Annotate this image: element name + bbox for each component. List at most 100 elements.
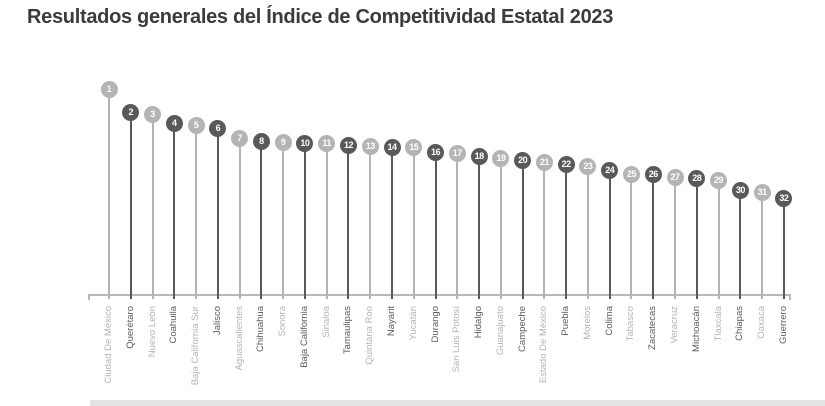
state-label: Oaxaca [756,306,768,339]
rank-marker: 27 [666,168,684,186]
rank-marker: 8 [252,132,270,150]
stem-line [260,141,263,299]
state-label: Puebla [560,306,572,336]
rank-marker: 20 [514,151,532,169]
stem-line [499,158,502,299]
state-label: Coahuila [168,306,180,344]
rank-marker: 28 [688,169,706,187]
stem-line [325,143,328,299]
stem-line [543,162,546,299]
state-label: Sonora [277,306,289,337]
rank-marker: 19 [492,149,510,167]
rank-marker: 9 [274,133,292,151]
state-label: Guerrero [777,306,789,345]
stem-line [195,125,198,299]
rank-marker: 32 [775,189,793,207]
rank-marker: 18 [470,147,488,165]
rank-marker: 31 [753,183,771,201]
state-label: Chiapas [734,306,746,341]
state-label: Quintana Roo [364,306,376,365]
stem-line [173,123,176,299]
state-label: Sinaloa [320,306,332,338]
stem-line [717,180,720,299]
state-label: Baja California Sur [190,306,202,386]
state-label: Veracruz [669,306,681,344]
state-label: Jalisco [211,306,223,336]
stem-line [782,198,785,299]
rank-marker: 29 [710,171,728,189]
state-label: Chihuahua [255,306,267,352]
stem-line [129,112,132,299]
rank-marker: 3 [144,105,162,123]
rank-marker: 13 [361,137,379,155]
rank-marker: 5 [187,116,205,134]
stem-line [282,142,285,299]
state-label: Michoacán [690,306,702,352]
rank-marker: 17 [448,144,466,162]
stem-line [456,153,459,299]
x-axis-line [88,294,791,296]
stem-line [369,146,372,299]
stem-line [216,128,219,299]
rank-marker: 22 [557,155,575,173]
state-label: Querétaro [124,306,136,349]
stem-line [238,138,241,299]
stem-line [630,174,633,299]
rank-marker: 7 [231,129,249,147]
rank-marker: 23 [579,157,597,175]
state-label: Guanajuato [494,306,506,356]
stem-line [761,192,764,299]
rank-marker: 25 [622,165,640,183]
rank-marker: 15 [405,138,423,156]
rank-marker: 12 [339,136,357,154]
stem-line [608,170,611,299]
state-label: Baja California [298,306,310,368]
page-title: Resultados generales del Índice de Compe… [27,6,614,28]
x-axis-right-tick [789,294,791,300]
stem-line [565,164,568,299]
bottom-strip [90,400,825,406]
rank-marker: 4 [165,114,183,132]
state-label: Nayarit [386,306,397,337]
stem-line [695,178,698,299]
state-label: Tlaxcala [712,306,724,342]
stem-line [652,174,655,299]
stem-line [521,160,524,299]
stem-line [303,143,306,299]
stem-line [108,89,110,299]
stem-line [674,177,677,299]
rank-marker: 24 [601,161,619,179]
stem-line [434,152,437,299]
state-label: Tamaulipas [342,306,354,355]
state-label: San Luis Potosí [451,306,463,373]
stem-line [391,147,393,299]
state-label: Campeche [516,306,528,352]
stem-line [151,114,154,299]
rank-marker: 16 [427,143,445,161]
state-label: Durango [429,306,441,343]
state-label: Nuevo León [146,306,158,358]
rank-marker: 26 [644,165,662,183]
state-label: Ciudad De México [103,306,114,384]
rank-marker: 2 [122,103,140,121]
x-axis-left-tick [88,294,90,300]
state-label: Zacatecas [647,306,659,350]
state-label: Tabasco [625,306,637,342]
rank-marker: 30 [731,181,749,199]
state-label: Colima [603,306,615,336]
state-label: Aguascalientes [233,306,245,371]
stem-line [478,156,481,299]
rank-marker: 14 [383,138,401,156]
stem-line [739,190,742,299]
stem-line [412,147,415,299]
stem-line [347,145,350,299]
state-label: Hidalgo [473,306,485,339]
state-label: Morelos [581,306,593,340]
rank-marker: 10 [296,134,314,152]
state-label: Yucatán [407,306,419,341]
stem-line [586,166,589,299]
rank-marker: 11 [318,134,336,152]
rank-marker: 6 [209,119,227,137]
